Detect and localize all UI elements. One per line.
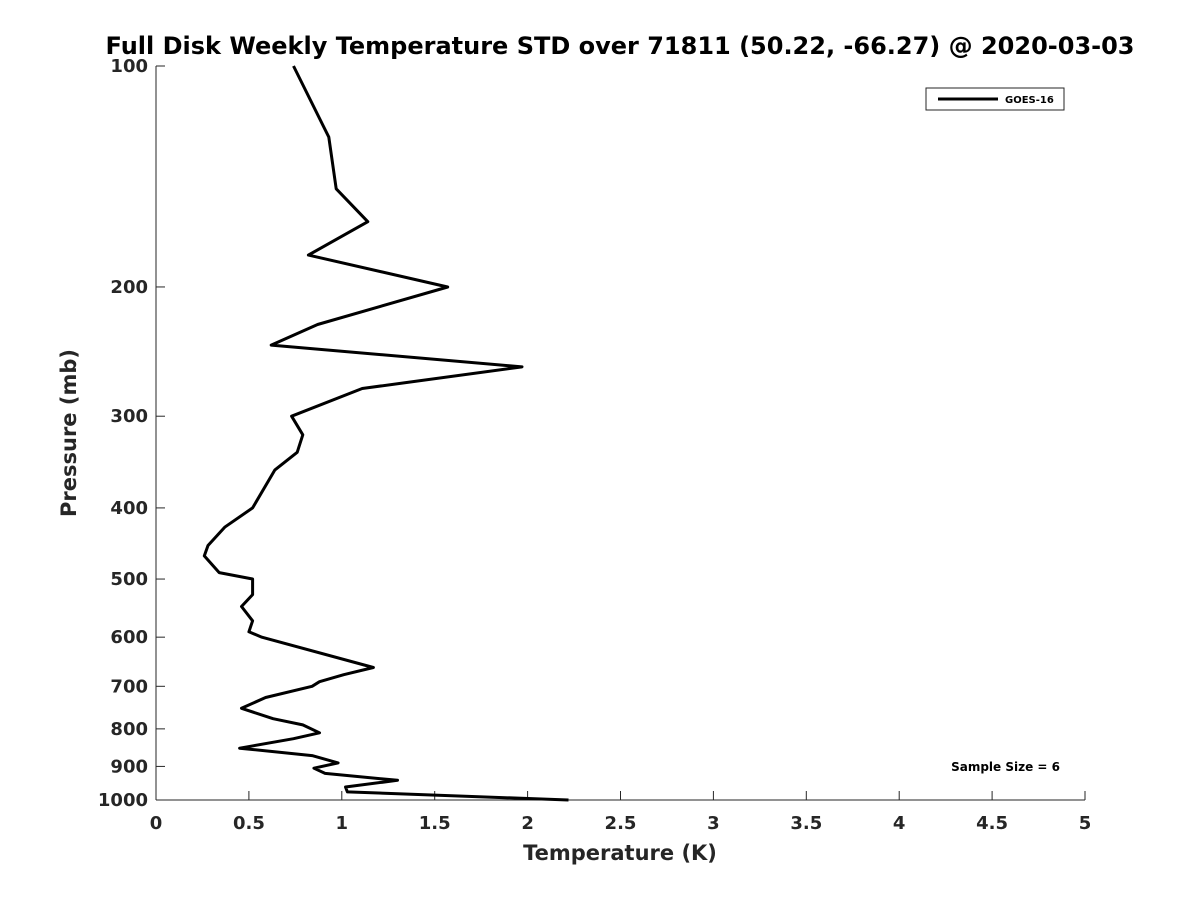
x-tick-label: 5 [1079,813,1092,834]
legend-label-goes-16: GOES-16 [1005,95,1054,106]
y-tick-label: 600 [110,627,148,648]
y-tick-label: 100 [110,56,148,77]
y-tick-label: 700 [110,676,148,697]
y-tick-label: 300 [110,406,148,427]
series-layer [202,65,569,802]
sample-size-annotation: Sample Size = 6 [951,760,1060,774]
x-tick-label: 3.5 [790,813,822,834]
y-tick-label: 800 [110,719,148,740]
x-tick-label: 4 [893,813,906,834]
x-tick-label: 3 [707,813,720,834]
y-tick-label: 500 [110,569,148,590]
legend: GOES-16 [925,87,1065,111]
x-tick-label: 4.5 [976,813,1008,834]
y-ticks: 100 200 300 400 500 600 700 800 900 1000 [98,56,165,811]
x-tick-label: 0 [150,813,163,834]
x-tick-label: 2.5 [605,813,637,834]
y-axis-label: Pressure (mb) [57,349,81,517]
x-tick-label: 0.5 [233,813,265,834]
y-tick-label: 1000 [98,790,148,811]
x-tick-label: 1.5 [419,813,451,834]
y-tick-label: 200 [110,277,148,298]
x-ticks: 0 0.5 1 1.5 2 2.5 3 3.5 4 4.5 5 [150,791,1092,834]
y-tick-label: 400 [110,498,148,519]
x-axis-label: Temperature (K) [523,841,717,865]
y-tick-label: 900 [110,756,148,777]
series-line-goes-16 [202,65,569,802]
x-tick-label: 1 [336,813,349,834]
chart-title: Full Disk Weekly Temperature STD over 71… [106,32,1135,60]
x-tick-label: 2 [521,813,534,834]
